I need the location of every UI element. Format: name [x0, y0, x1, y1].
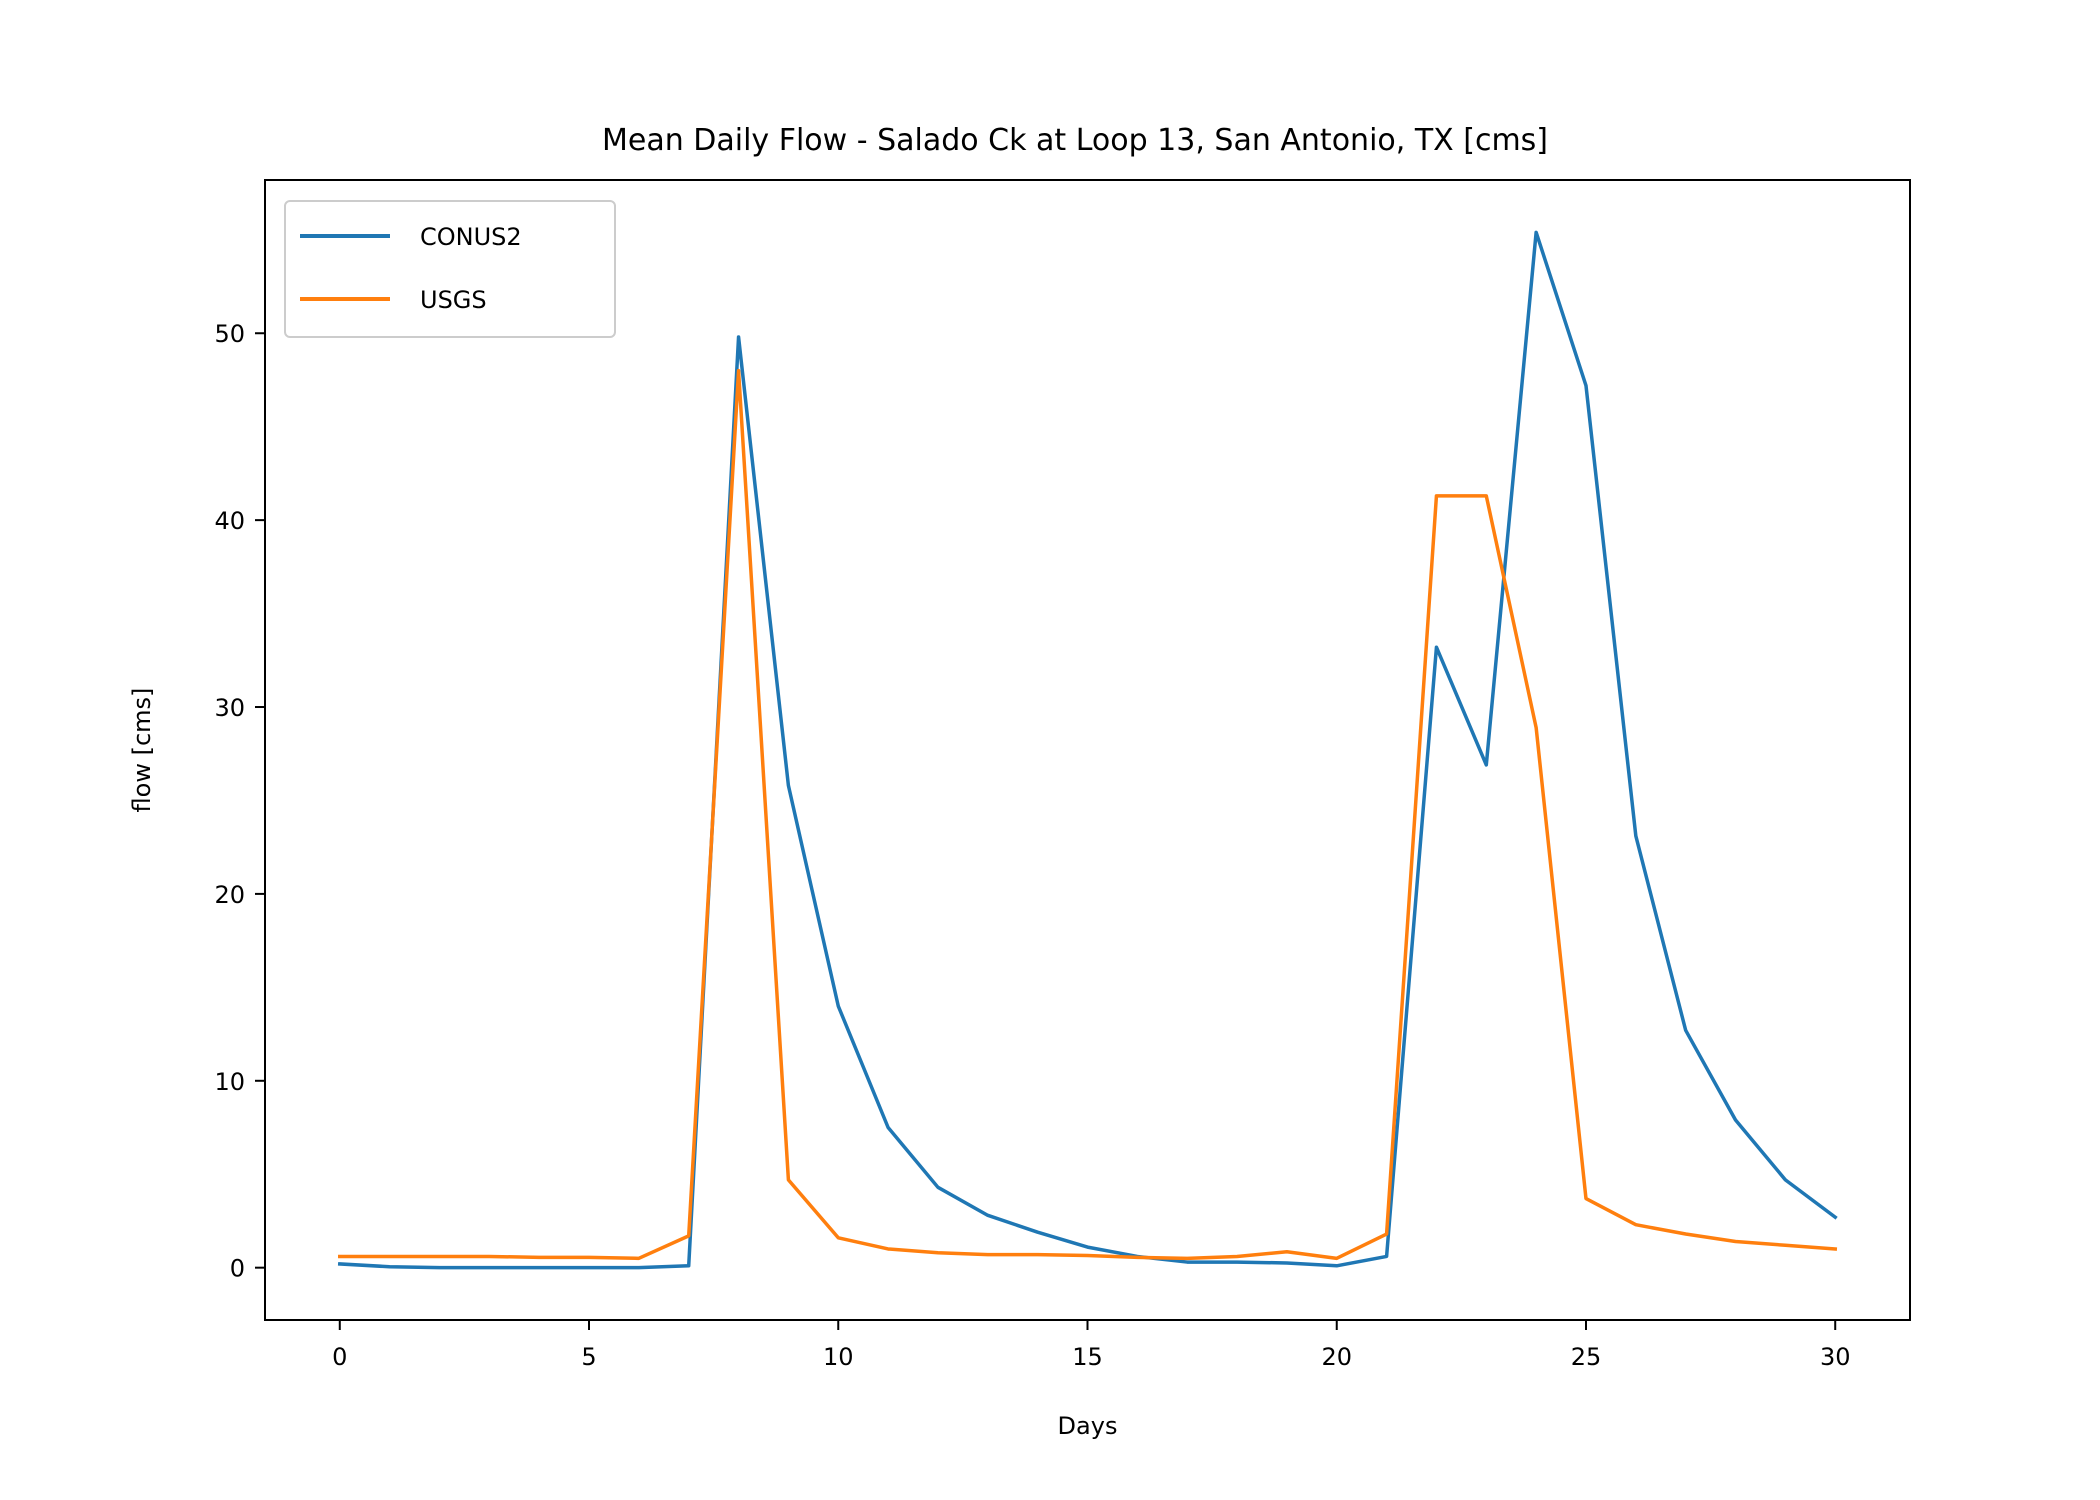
x-tick-label: 10 — [823, 1343, 854, 1371]
y-tick-label: 40 — [214, 507, 245, 535]
legend-box — [284, 200, 616, 338]
y-tick-label: 0 — [230, 1255, 245, 1283]
y-tick-label: 10 — [214, 1068, 245, 1096]
x-tick-label: 20 — [1321, 1343, 1352, 1371]
x-tick-label: 30 — [1820, 1343, 1851, 1371]
series-line-conus2 — [337, 230, 1838, 1270]
plot-frame — [264, 179, 1911, 1321]
legend: CONUS2 USGS — [284, 200, 616, 338]
y-tick-label: 50 — [214, 320, 245, 348]
series-layer — [337, 230, 1838, 1270]
y-axis-label: flow [cms] — [128, 688, 156, 813]
x-axis-label: Days — [1058, 1412, 1118, 1440]
legend-label-usgs: USGS — [420, 286, 487, 314]
series-line-usgs — [338, 368, 1838, 1261]
x-tick-label: 0 — [332, 1343, 347, 1371]
x-tick-label: 15 — [1072, 1343, 1103, 1371]
x-tick-label: 25 — [1571, 1343, 1602, 1371]
x-tick-label: 5 — [581, 1343, 596, 1371]
chart-title: Mean Daily Flow - Salado Ck at Loop 13, … — [602, 123, 1548, 158]
y-tick-label: 30 — [214, 694, 245, 722]
y-tick-label: 20 — [214, 881, 245, 909]
ticks-layer: 0 5 10 15 20 25 30 0 10 20 30 40 50 — [214, 320, 1850, 1371]
legend-label-conus2: CONUS2 — [420, 223, 522, 251]
